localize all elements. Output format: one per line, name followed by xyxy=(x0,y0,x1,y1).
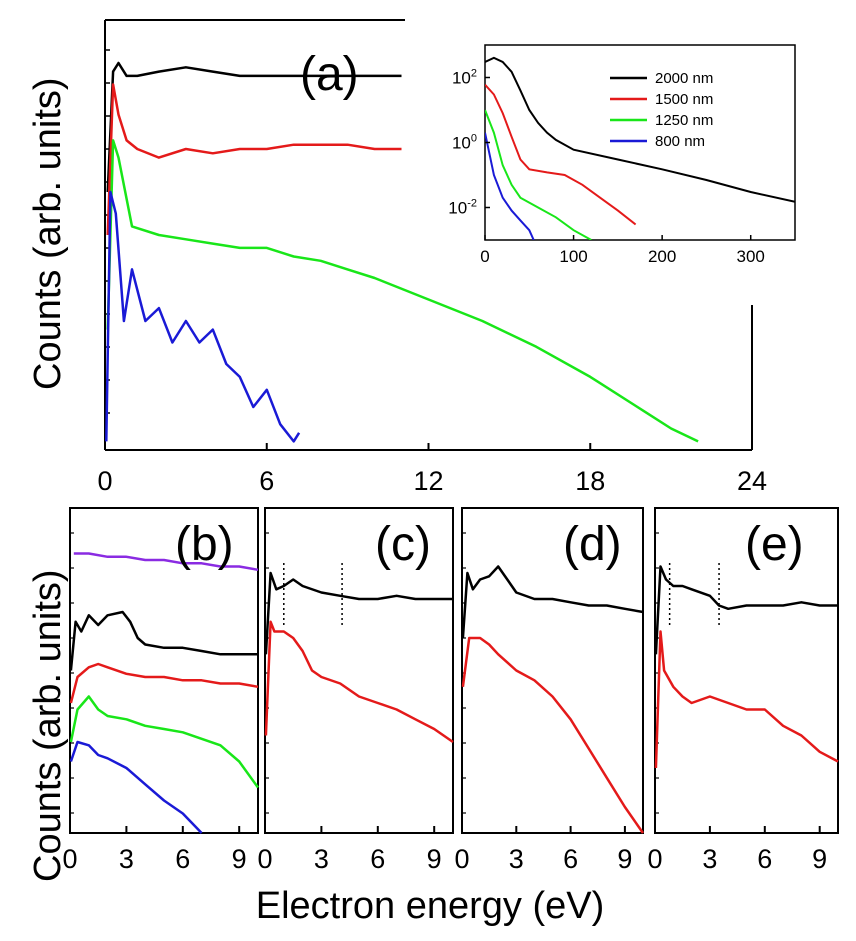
panel-a-label: (a) xyxy=(300,48,359,101)
series-line-2000nm xyxy=(69,610,258,671)
panel-d: 0 3 6 9 (d) xyxy=(454,507,645,874)
x-tick-label: 3 xyxy=(119,844,134,874)
series-line-800nm xyxy=(105,190,301,443)
x-tick-label: 3 xyxy=(314,844,329,874)
series-line-1250nm xyxy=(106,139,699,443)
x-tick-label: 3 xyxy=(702,844,717,874)
legend-label: 2000 nm xyxy=(655,70,713,87)
x-tick-label: 24 xyxy=(737,466,767,496)
x-tick-label: 18 xyxy=(575,466,605,496)
series-line-2000nm xyxy=(106,61,402,193)
x-tick-label: 6 xyxy=(259,466,274,496)
panel-e-label: (e) xyxy=(745,518,804,571)
inset-series-line-1250nm xyxy=(485,109,592,240)
x-tick-label: 12 xyxy=(413,466,443,496)
inset-x-tick-label: 0 xyxy=(480,247,489,266)
panel-e: 0 3 6 9 (e) xyxy=(647,507,839,874)
x-tick-label: 9 xyxy=(812,844,827,874)
inset-frame xyxy=(484,44,796,241)
inset-y-tick-label: 100 xyxy=(452,133,477,153)
x-tick-label: 6 xyxy=(175,844,190,874)
inset-x-tick-label: 300 xyxy=(737,247,765,266)
x-axis-title: Electron energy (eV) xyxy=(256,885,605,927)
inset-y-tick-label: 10-2 xyxy=(448,198,477,218)
panel-inset: 0 100 200 300 10-2 100 102 2000 nm 1500 nm 1250 … xyxy=(448,44,796,266)
legend-label: 1500 nm xyxy=(655,91,713,108)
series-line-1250nm xyxy=(69,695,260,789)
panel-b-label: (b) xyxy=(175,518,234,571)
x-tick-label: 9 xyxy=(232,844,247,874)
series-line-2000nm xyxy=(264,571,453,655)
series-line-1500nm xyxy=(106,83,402,236)
y-axis-title-bottom: Counts (arb. units) xyxy=(27,569,69,882)
x-tick-label: 0 xyxy=(647,844,662,874)
series-line-purple xyxy=(73,552,259,572)
panel-b-frame xyxy=(69,507,259,834)
panel-e-frame xyxy=(654,507,839,834)
x-tick-label: 0 xyxy=(454,844,469,874)
x-tick-label: 9 xyxy=(427,844,442,874)
series-line-1500nm xyxy=(264,620,454,744)
x-tick-label: 9 xyxy=(617,844,632,874)
panel-d-frame xyxy=(461,507,644,834)
x-tick-label: 6 xyxy=(563,844,578,874)
panel-c: 0 3 6 9 (c) xyxy=(257,507,454,874)
inset-x-tick-label: 100 xyxy=(559,247,587,266)
inset-series-line-1500nm xyxy=(485,84,637,226)
x-tick-label: 3 xyxy=(509,844,524,874)
y-axis-title-top: Counts (arb. units) xyxy=(27,77,69,390)
x-tick-label: 0 xyxy=(257,844,272,874)
x-tick-label: 6 xyxy=(370,844,385,874)
inset-series-line-800nm xyxy=(485,132,535,240)
series-line-2000nm xyxy=(654,565,838,655)
x-tick-label: 6 xyxy=(757,844,772,874)
panel-c-frame xyxy=(264,507,454,834)
inset-series-line-2000nm xyxy=(485,56,795,203)
x-tick-label: 0 xyxy=(97,466,112,496)
series-line-2000nm xyxy=(461,565,644,639)
panel-d-label: (d) xyxy=(563,518,622,571)
legend-label: 1250 nm xyxy=(655,112,713,129)
series-line-1500nm xyxy=(69,662,259,704)
panel-c-label: (c) xyxy=(375,518,431,571)
panel-b: 0 3 6 9 (b) xyxy=(62,507,260,874)
series-line-1500nm xyxy=(461,636,645,834)
inset-y-tick-label: 102 xyxy=(452,68,477,88)
panel-a: 0 6 12 18 24 (a) xyxy=(97,19,767,496)
inset-x-tick-label: 200 xyxy=(648,247,676,266)
series-line-1500nm xyxy=(654,630,839,769)
legend-label: 800 nm xyxy=(655,133,705,150)
series-line-800nm xyxy=(69,740,203,834)
x-tick-label: 0 xyxy=(62,844,77,874)
